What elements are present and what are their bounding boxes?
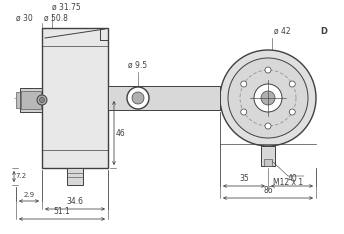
Circle shape [265,123,271,129]
Circle shape [289,109,295,115]
Circle shape [220,50,316,146]
Circle shape [241,81,247,87]
Bar [21,91,41,109]
Text: D: D [320,27,327,36]
Circle shape [241,109,247,115]
Circle shape [40,98,44,102]
Circle shape [228,58,308,138]
Circle shape [261,91,275,105]
Bar [20,88,42,112]
Text: ø 42: ø 42 [274,27,291,36]
Bar [67,168,83,185]
Circle shape [37,95,47,105]
Text: 7.2: 7.2 [15,173,26,179]
Bar [261,146,275,166]
Bar [108,86,220,110]
Text: 2.9: 2.9 [23,192,34,198]
Text: 86: 86 [263,186,273,195]
Circle shape [132,92,144,104]
Bar [42,28,108,168]
Circle shape [265,67,271,73]
Text: ø 30: ø 30 [16,14,33,23]
Text: ø 9.5: ø 9.5 [128,61,148,70]
Text: ø 31.75: ø 31.75 [52,3,81,12]
Text: 35: 35 [239,174,249,183]
Text: 46: 46 [116,128,126,138]
Text: 40: 40 [287,174,297,183]
Text: M12 x 1: M12 x 1 [273,178,303,187]
Bar [16,92,20,108]
Circle shape [289,81,295,87]
Text: 34.6: 34.6 [66,197,84,206]
Bar [264,159,272,166]
Circle shape [127,87,149,109]
Text: 51.1: 51.1 [54,207,71,216]
Circle shape [254,84,282,112]
Text: ø 50.8: ø 50.8 [44,14,68,23]
